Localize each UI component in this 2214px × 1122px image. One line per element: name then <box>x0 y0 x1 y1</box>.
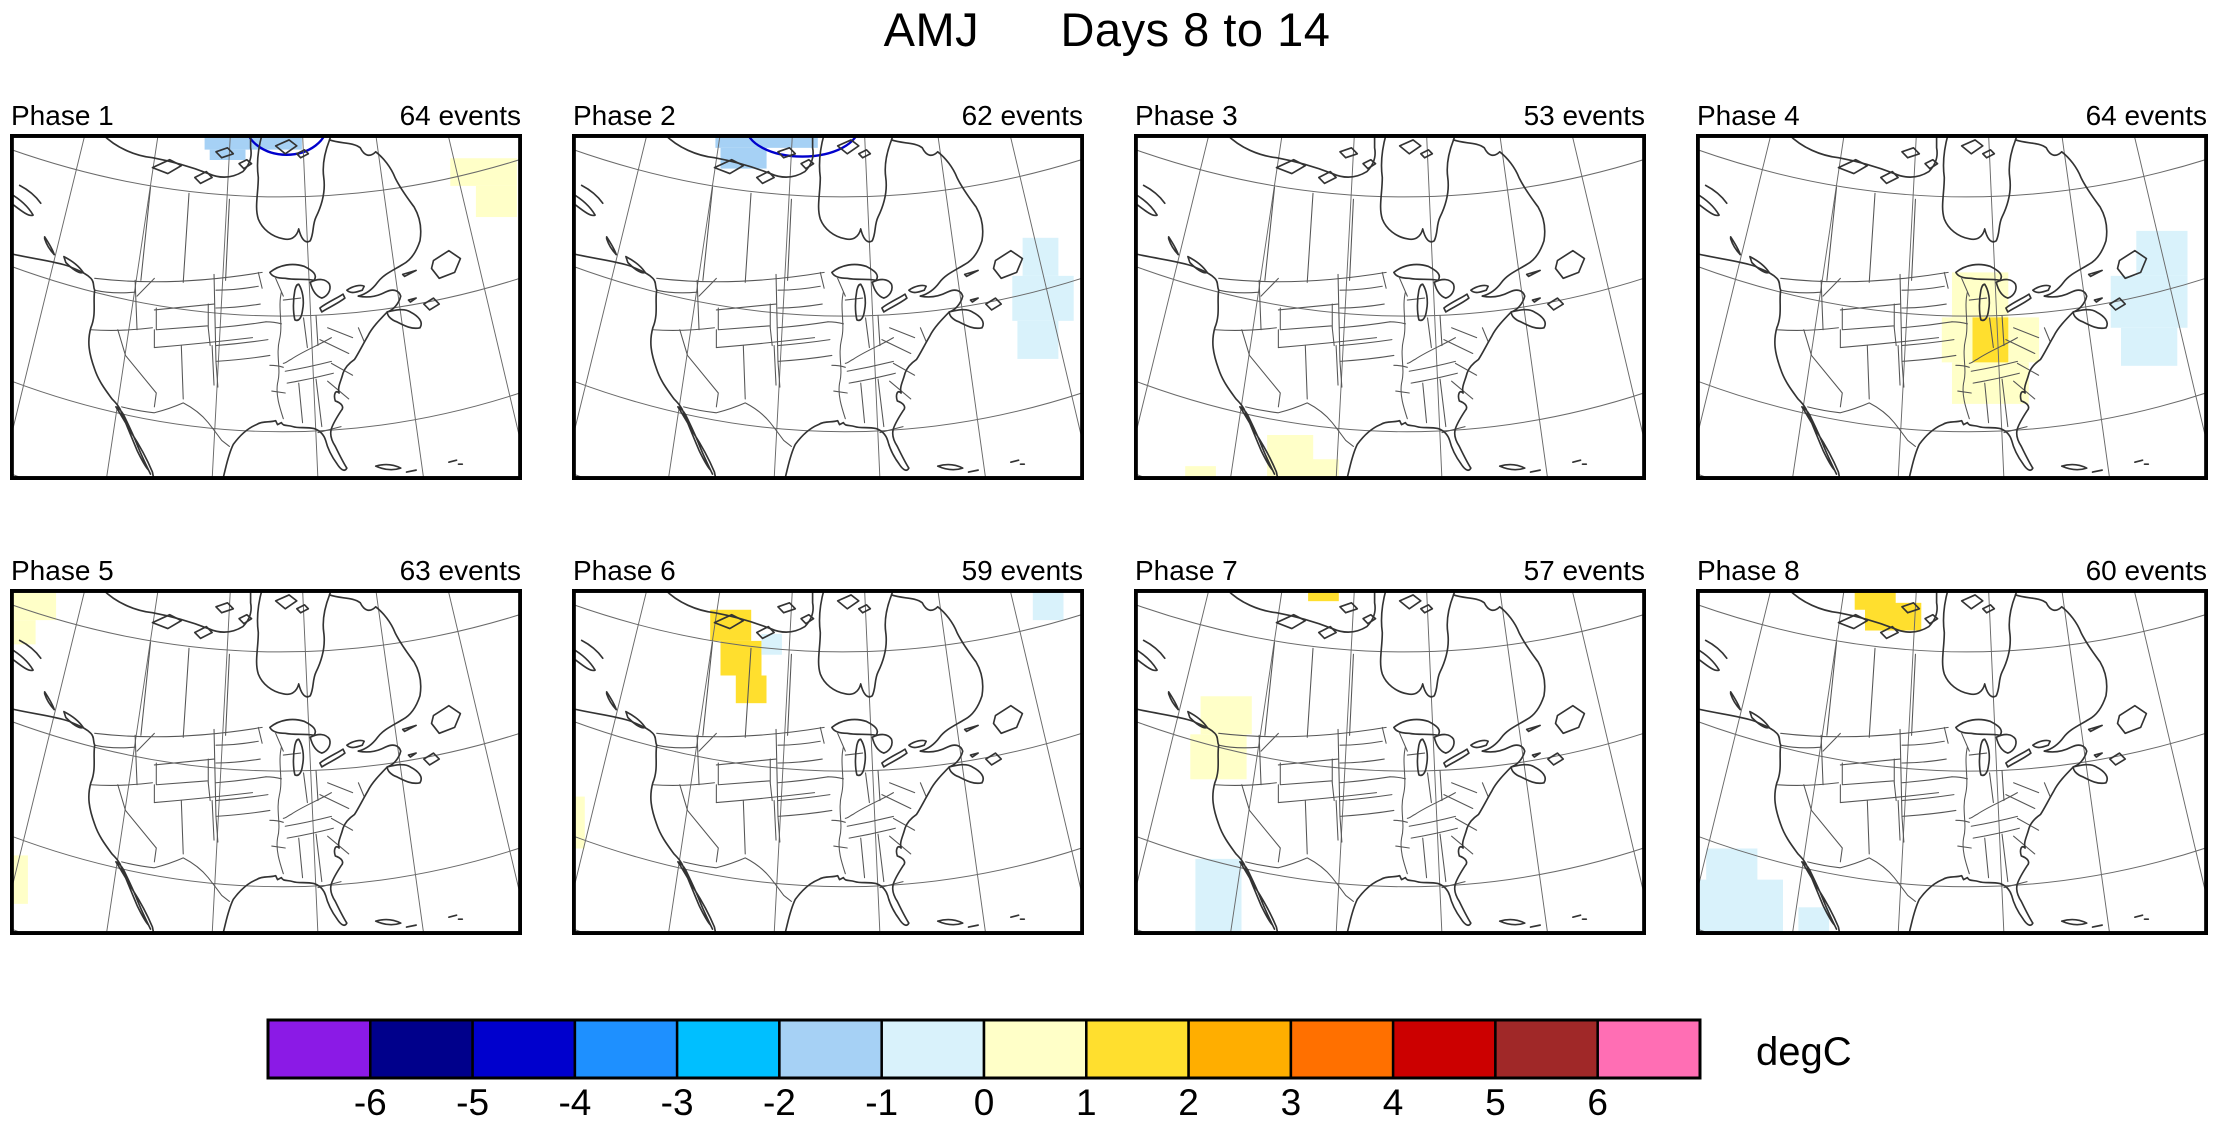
anomaly-map <box>10 589 522 935</box>
svg-text:-3: -3 <box>661 1082 694 1120</box>
svg-text:-5: -5 <box>456 1082 489 1120</box>
events-count: 60 events <box>2085 555 2207 586</box>
svg-text:3: 3 <box>1281 1082 1302 1120</box>
svg-text:-6: -6 <box>354 1082 387 1120</box>
anomaly-map <box>1134 134 1646 480</box>
events-count: 57 events <box>1523 555 1645 586</box>
panel-phase-6: Phase 6 59 events <box>572 547 1084 935</box>
panel-header: Phase 1 64 events <box>10 92 522 134</box>
phase-label: Phase 1 <box>11 100 114 131</box>
phase-label: Phase 3 <box>1135 100 1238 131</box>
svg-text:-1: -1 <box>865 1082 898 1120</box>
panel-header: Phase 5 63 events <box>10 547 522 589</box>
panel-phase-3: Phase 3 53 events <box>1134 92 1646 480</box>
figure-title: AMJ Days 8 to 14 <box>883 3 1331 56</box>
anomaly-map <box>572 134 1084 480</box>
events-count: 64 events <box>2085 100 2207 131</box>
colorbar: -6 -5 -4 -3 -2 -1 0 1 2 3 4 5 6 <box>266 1018 1702 1120</box>
events-count: 53 events <box>1523 100 1645 131</box>
svg-text:2: 2 <box>1178 1082 1199 1120</box>
svg-text:1: 1 <box>1076 1082 1097 1120</box>
svg-text:-4: -4 <box>558 1082 591 1120</box>
panel-phase-4: Phase 4 64 events <box>1696 92 2208 480</box>
panel-header: Phase 8 60 events <box>1696 547 2208 589</box>
anomaly-map <box>10 134 522 480</box>
anomaly-map <box>1134 589 1646 935</box>
panel-header: Phase 2 62 events <box>572 92 1084 134</box>
phase-label: Phase 6 <box>573 555 676 586</box>
phase-label: Phase 8 <box>1697 555 1800 586</box>
panel-header: Phase 3 53 events <box>1134 92 1646 134</box>
events-count: 64 events <box>399 100 521 131</box>
svg-text:-2: -2 <box>763 1082 796 1120</box>
events-count: 63 events <box>399 555 521 586</box>
phase-label: Phase 7 <box>1135 555 1238 586</box>
anomaly-map <box>1696 134 2208 480</box>
events-count: 59 events <box>961 555 1083 586</box>
svg-text:4: 4 <box>1383 1082 1404 1120</box>
events-count: 62 events <box>961 100 1083 131</box>
anomaly-map <box>1696 589 2208 935</box>
panel-phase-5: Phase 5 63 events <box>10 547 522 935</box>
svg-text:5: 5 <box>1485 1082 1506 1120</box>
panel-header: Phase 4 64 events <box>1696 92 2208 134</box>
panel-phase-7: Phase 7 57 events <box>1134 547 1646 935</box>
phase-label: Phase 4 <box>1697 100 1800 131</box>
panel-header: Phase 7 57 events <box>1134 547 1646 589</box>
anomaly-map <box>572 589 1084 935</box>
svg-text:6: 6 <box>1587 1082 1608 1120</box>
panel-phase-2: Phase 2 62 events <box>572 92 1084 480</box>
phase-label: Phase 2 <box>573 100 676 131</box>
panel-header: Phase 6 59 events <box>572 547 1084 589</box>
svg-text:0: 0 <box>974 1082 995 1120</box>
panel-phase-8: Phase 8 60 events <box>1696 547 2208 935</box>
phase-label: Phase 5 <box>11 555 114 586</box>
colorbar-units-label: degC <box>1756 1030 1852 1074</box>
panel-phase-1: Phase 1 64 events <box>10 92 522 480</box>
